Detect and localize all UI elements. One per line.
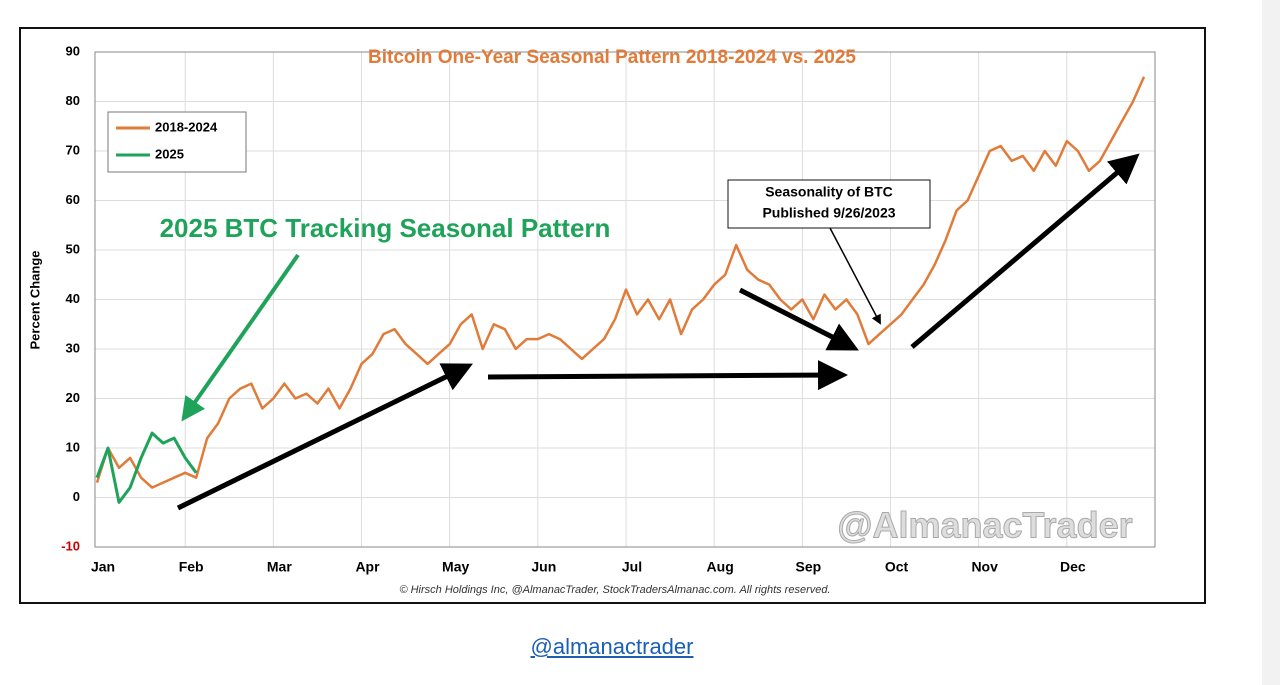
annotation: 2025 BTC Tracking Seasonal Pattern bbox=[160, 213, 611, 243]
x-tick-label: Aug bbox=[707, 559, 734, 575]
y-tick-label: 50 bbox=[66, 241, 80, 256]
y-tick-label: 90 bbox=[66, 43, 80, 58]
y-axis-label: Percent Change bbox=[27, 251, 42, 350]
x-tick-label: Feb bbox=[179, 559, 204, 575]
arrow bbox=[176, 363, 473, 511]
arrow bbox=[910, 153, 1140, 349]
x-tick-label: May bbox=[442, 559, 469, 575]
x-tick-label: Nov bbox=[971, 559, 998, 575]
pointer bbox=[829, 227, 881, 325]
y-tick-label: 30 bbox=[66, 340, 80, 355]
note-box bbox=[727, 179, 931, 229]
arrows bbox=[176, 153, 1140, 511]
series-line bbox=[95, 76, 1146, 489]
plot-border bbox=[94, 51, 1156, 548]
y-tick-label: 0 bbox=[73, 489, 80, 504]
green-arrow bbox=[181, 253, 300, 422]
legend-label: 2018-2024 bbox=[155, 119, 218, 134]
x-tick-label: Mar bbox=[267, 559, 292, 575]
x-tick-label: Apr bbox=[355, 559, 380, 575]
legend-label: 2025 bbox=[155, 146, 184, 161]
x-tick-label: Sep bbox=[795, 559, 821, 575]
watermark: @AlmanacTrader bbox=[837, 505, 1132, 546]
y-tick-label: 20 bbox=[66, 390, 80, 405]
x-tick-label: Jul bbox=[622, 559, 642, 575]
x-tick-label: Dec bbox=[1060, 559, 1086, 575]
x-tick-label: Jun bbox=[531, 559, 556, 575]
y-tick-label: 80 bbox=[66, 93, 80, 108]
footer: © Hirsch Holdings Inc, @AlmanacTrader, S… bbox=[399, 584, 830, 596]
y-tick-label: 60 bbox=[66, 192, 80, 207]
annotation: Seasonality of BTC bbox=[765, 184, 893, 200]
y-tick-label: -10 bbox=[61, 538, 80, 553]
series-line bbox=[95, 431, 198, 504]
legend bbox=[107, 111, 247, 173]
x-tick-label: Oct bbox=[885, 559, 909, 575]
arrow bbox=[738, 287, 859, 351]
chart-title: Bitcoin One-Year Seasonal Pattern 2018-2… bbox=[368, 47, 856, 68]
link[interactable]: @almanactrader bbox=[530, 634, 694, 659]
x-tick-label: Jan bbox=[91, 559, 115, 575]
y-tick-label: 10 bbox=[66, 439, 80, 454]
annotation: Published 9/26/2023 bbox=[762, 205, 895, 221]
scrollbar bbox=[1262, 0, 1280, 685]
y-tick-label: 40 bbox=[66, 291, 80, 306]
y-tick-label: 70 bbox=[66, 142, 80, 157]
arrow bbox=[487, 360, 848, 391]
